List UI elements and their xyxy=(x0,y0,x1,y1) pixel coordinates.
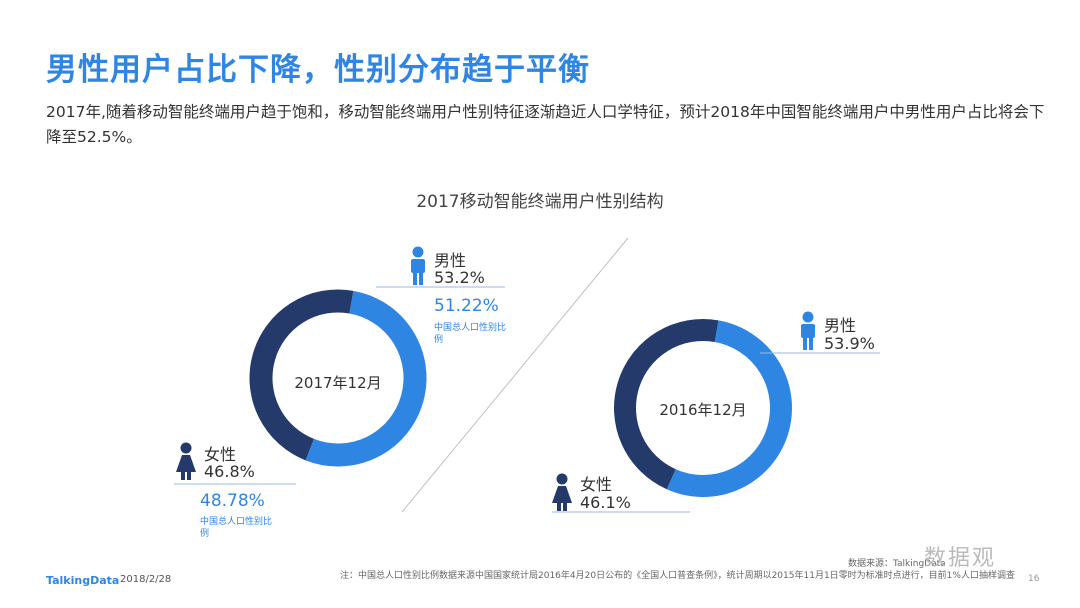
female-series-label-2016: 女性 xyxy=(580,475,612,494)
female-value-label-2016: 46.1% xyxy=(580,493,631,512)
male-ref-label-line1: 中国总人口性别比 xyxy=(434,321,506,333)
male-value-label-2016: 53.9% xyxy=(824,334,875,353)
page-title: 男性用户占比下降，性别分布趋于平衡 xyxy=(46,52,590,88)
female-series-label-2017: 女性 xyxy=(204,445,236,464)
brand-logo: TalkingData xyxy=(46,574,120,587)
divider-line xyxy=(401,237,629,513)
male-icon xyxy=(411,246,425,285)
male-series-label-2017: 男性 xyxy=(434,251,466,270)
donut-chart-2017 xyxy=(249,289,427,467)
center-label-2017: 2017年12月 xyxy=(294,374,381,392)
male-value-label-2017: 53.2% xyxy=(434,268,485,287)
chart-title: 2017移动智能终端用户性别结构 xyxy=(416,192,664,212)
page-number: 16 xyxy=(1028,574,1040,584)
male-series-label-2016: 男性 xyxy=(824,316,856,335)
donut-slice-male xyxy=(666,320,792,497)
donut-chart-2016 xyxy=(614,319,792,497)
male-ref-label-2017: 中国总人口性别比 例 xyxy=(434,321,509,345)
female-ref-label-line1: 中国总人口性别比 xyxy=(200,515,272,527)
female-ref-label-line2: 例 xyxy=(200,527,209,539)
male-ref-label-line2: 例 xyxy=(434,333,443,345)
female-ref-value-2017: 48.78% xyxy=(200,491,265,511)
footer-date: 2018/2/28 xyxy=(120,574,172,585)
donut-slice-female xyxy=(249,289,354,461)
male-ref-value-2017: 51.22% xyxy=(434,296,499,316)
center-label-2016: 2016年12月 xyxy=(659,401,746,419)
female-icon-2016 xyxy=(552,473,572,511)
female-ref-label-2017: 中国总人口性别比 例 xyxy=(200,515,275,539)
footer-note: 注：中国总人口性别比例数据来源中国国家统计局2016年4月20日公布的《全国人口… xyxy=(340,571,1015,581)
page-description: 2017年,随着移动智能终端用户趋于饱和，移动智能终端用户性别特征逐渐趋近人口学… xyxy=(46,103,1045,146)
male-icon-2016 xyxy=(801,311,815,350)
watermark: 数据观 xyxy=(924,546,997,571)
donut-slice-male xyxy=(305,290,427,467)
female-icon xyxy=(176,442,196,480)
data-source: 数据来源：TalkingData xyxy=(848,559,946,569)
female-value-label-2017: 46.8% xyxy=(204,462,255,481)
donut-slice-female xyxy=(614,319,719,490)
